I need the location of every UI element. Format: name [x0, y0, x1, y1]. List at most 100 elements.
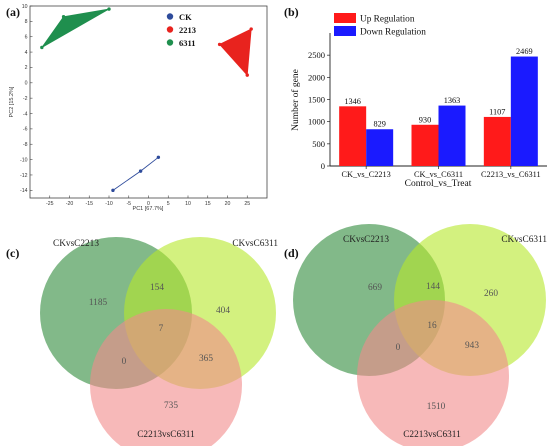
pca-marks	[40, 7, 253, 193]
venn-circle-c2213vsc6311	[90, 309, 242, 446]
venn-count-2-3: 365	[199, 354, 213, 364]
pca-legend-label: 2213	[179, 25, 196, 35]
pca-point-2213	[217, 42, 222, 47]
pca-y-tick-label: 2	[25, 65, 28, 71]
panel-label-b: (b)	[284, 5, 299, 19]
pca-y-tick-label: -14	[20, 188, 28, 194]
venn-count-1-2-3: 16	[427, 321, 437, 331]
bar-value-label: 930	[419, 115, 431, 124]
bar-up-regulation-c2213-vs-c6311	[483, 116, 511, 166]
bar-legend-swatch	[334, 13, 356, 23]
pca-y-ticks: -14 -12 -10 -8 -6 -4 -2 0 2 4 6 8 10	[20, 4, 33, 194]
pca-x-tick-label: 25	[244, 201, 250, 207]
pca-x-tick-label: -10	[105, 201, 113, 207]
venn-count-only-3: 1510	[427, 402, 446, 412]
deg-bar-chart: 0 500 1000 1500 2000 2500 1346 829 930 1363 1107 2…	[290, 13, 547, 189]
venn-count-1-2: 144	[426, 282, 440, 292]
pca-legend-marker	[166, 13, 174, 20]
bar-legend: Up Regulation Down Regulation	[334, 13, 426, 38]
pca-y-tick-label: -6	[23, 127, 28, 133]
panel-label-d: (d)	[284, 246, 299, 260]
pca-y-tick-label: -12	[20, 173, 28, 179]
venn-count-only-2: 260	[484, 289, 498, 299]
bar-y-tick-label: 1500	[308, 95, 325, 105]
pca-line-ck	[112, 156, 159, 191]
pca-point-6311	[61, 15, 66, 19]
pca-y-tick-label: 4	[25, 50, 28, 56]
pca-frame	[29, 5, 268, 199]
pca-point-ck	[156, 155, 161, 159]
pca-y-axis-label: PC2 [15.2%]	[9, 86, 15, 117]
bar-legend-label: Down Regulation	[360, 28, 426, 38]
bar-value-label: 2469	[516, 47, 533, 56]
pca-point-2213	[249, 27, 253, 31]
venn-circle-c2213vsc6311	[357, 300, 509, 446]
bar-x-tick-label: CK_vs_C2213	[342, 170, 391, 179]
pca-y-tick-label: -4	[23, 111, 28, 117]
bar-value-label: 1107	[489, 107, 505, 116]
pca-y-tick-label: -10	[20, 157, 28, 163]
bar-x-tick-label: C2213_vs_C6311	[481, 170, 541, 179]
pca-x-tick-label: 10	[185, 201, 191, 207]
venn-set-label: C2213vsC6311	[137, 430, 195, 440]
bar-value-label: 1346	[344, 97, 361, 106]
bar-legend-swatch	[334, 26, 356, 36]
pca-x-tick-label: -15	[86, 201, 94, 207]
pca-legend: CK 2213 6311	[166, 12, 196, 48]
pca-point-6311	[107, 7, 111, 11]
bar-value-label: 829	[373, 120, 385, 129]
bar-y-tick-label: 0	[321, 161, 325, 171]
pca-hull-6311	[41, 8, 110, 48]
venn-set-label: CKvsC2213	[53, 239, 99, 249]
pca-y-tick-label: 8	[25, 19, 28, 25]
venn-diagram-d: CKvsC2213 CKvsC6311 C2213vsC6311 669 260 1510…	[293, 224, 547, 446]
pca-y-tick-label: 0	[25, 81, 28, 87]
venn-set-label: CKvsC2213	[343, 235, 389, 245]
pca-hull-2213	[218, 28, 252, 77]
pca-point-6311	[40, 45, 44, 50]
pca-x-tick-label: -20	[66, 201, 74, 207]
venn-diagram-c: CKvsC2213 CKvsC6311 C2213vsC6311 1185 404 735…	[40, 237, 278, 446]
bar-legend-label: Up Regulation	[360, 15, 415, 25]
bar-x-axis-label: Control_vs_Treat	[405, 179, 472, 189]
venn-count-only-2: 404	[216, 306, 230, 316]
venn-count-2-3: 943	[465, 341, 479, 351]
pca-legend-marker	[166, 26, 174, 33]
pca-y-tick-label: -2	[23, 96, 28, 102]
bar-down-regulation-ck-vs-c2213	[366, 129, 394, 166]
bar-x-tick-label: CK_vs_C6311	[414, 170, 463, 179]
pca-y-tick-label: 6	[25, 35, 28, 41]
pca-x-ticks: -25 -20 -15 -10 -5 0 5 10 15 20 25	[46, 195, 250, 207]
pca-legend-label: 6311	[179, 38, 196, 48]
bar-marks: 1346 829 930 1363 1107 2469	[339, 47, 538, 166]
bar-y-ticks: 0 500 1000 1500 2000 2500	[308, 50, 330, 171]
bar-y-tick-label: 2500	[308, 50, 325, 60]
panel-label-a: (a)	[6, 5, 20, 19]
venn-set-label: C2213vsC6311	[403, 430, 461, 440]
pca-x-tick-label: 0	[147, 201, 150, 207]
pca-legend-marker	[166, 39, 174, 46]
pca-y-tick-label: -8	[23, 142, 28, 148]
bar-y-tick-label: 1000	[308, 117, 325, 127]
pca-chart: -25 -20 -15 -10 -5 0 5 10 15 20 25 -14-12-10-8-6-4…	[9, 4, 268, 212]
pca-x-tick-label: 20	[225, 201, 231, 207]
venn-count-1-2: 154	[150, 283, 164, 293]
bar-y-tick-label: 500	[312, 139, 325, 149]
pca-x-axis-label: PC1 [67.7%]	[133, 206, 164, 212]
venn-set-label: CKvsC6311	[232, 239, 278, 249]
pca-legend-label: CK	[179, 12, 192, 22]
bar-up-regulation-ck-vs-c2213	[339, 106, 367, 166]
bar-down-regulation-ck-vs-c6311	[438, 105, 466, 166]
venn-count-1-2-3: 7	[159, 324, 164, 334]
venn-count-only-1: 1185	[89, 298, 108, 308]
bar-x-ticks: CK_vs_C2213 CK_vs_C6311 C2213_vs_C6311	[342, 166, 541, 179]
bar-y-tick-label: 2000	[308, 72, 325, 82]
bar-value-label: 1363	[444, 96, 461, 105]
pca-point-ck	[111, 188, 115, 193]
bar-up-regulation-ck-vs-c6311	[411, 124, 439, 166]
venn-set-label: CKvsC6311	[501, 235, 547, 245]
pca-x-tick-label: -5	[126, 201, 131, 207]
bar-y-axis-label: Number of gene	[290, 69, 301, 131]
pca-y-tick-label: 10	[22, 4, 28, 10]
